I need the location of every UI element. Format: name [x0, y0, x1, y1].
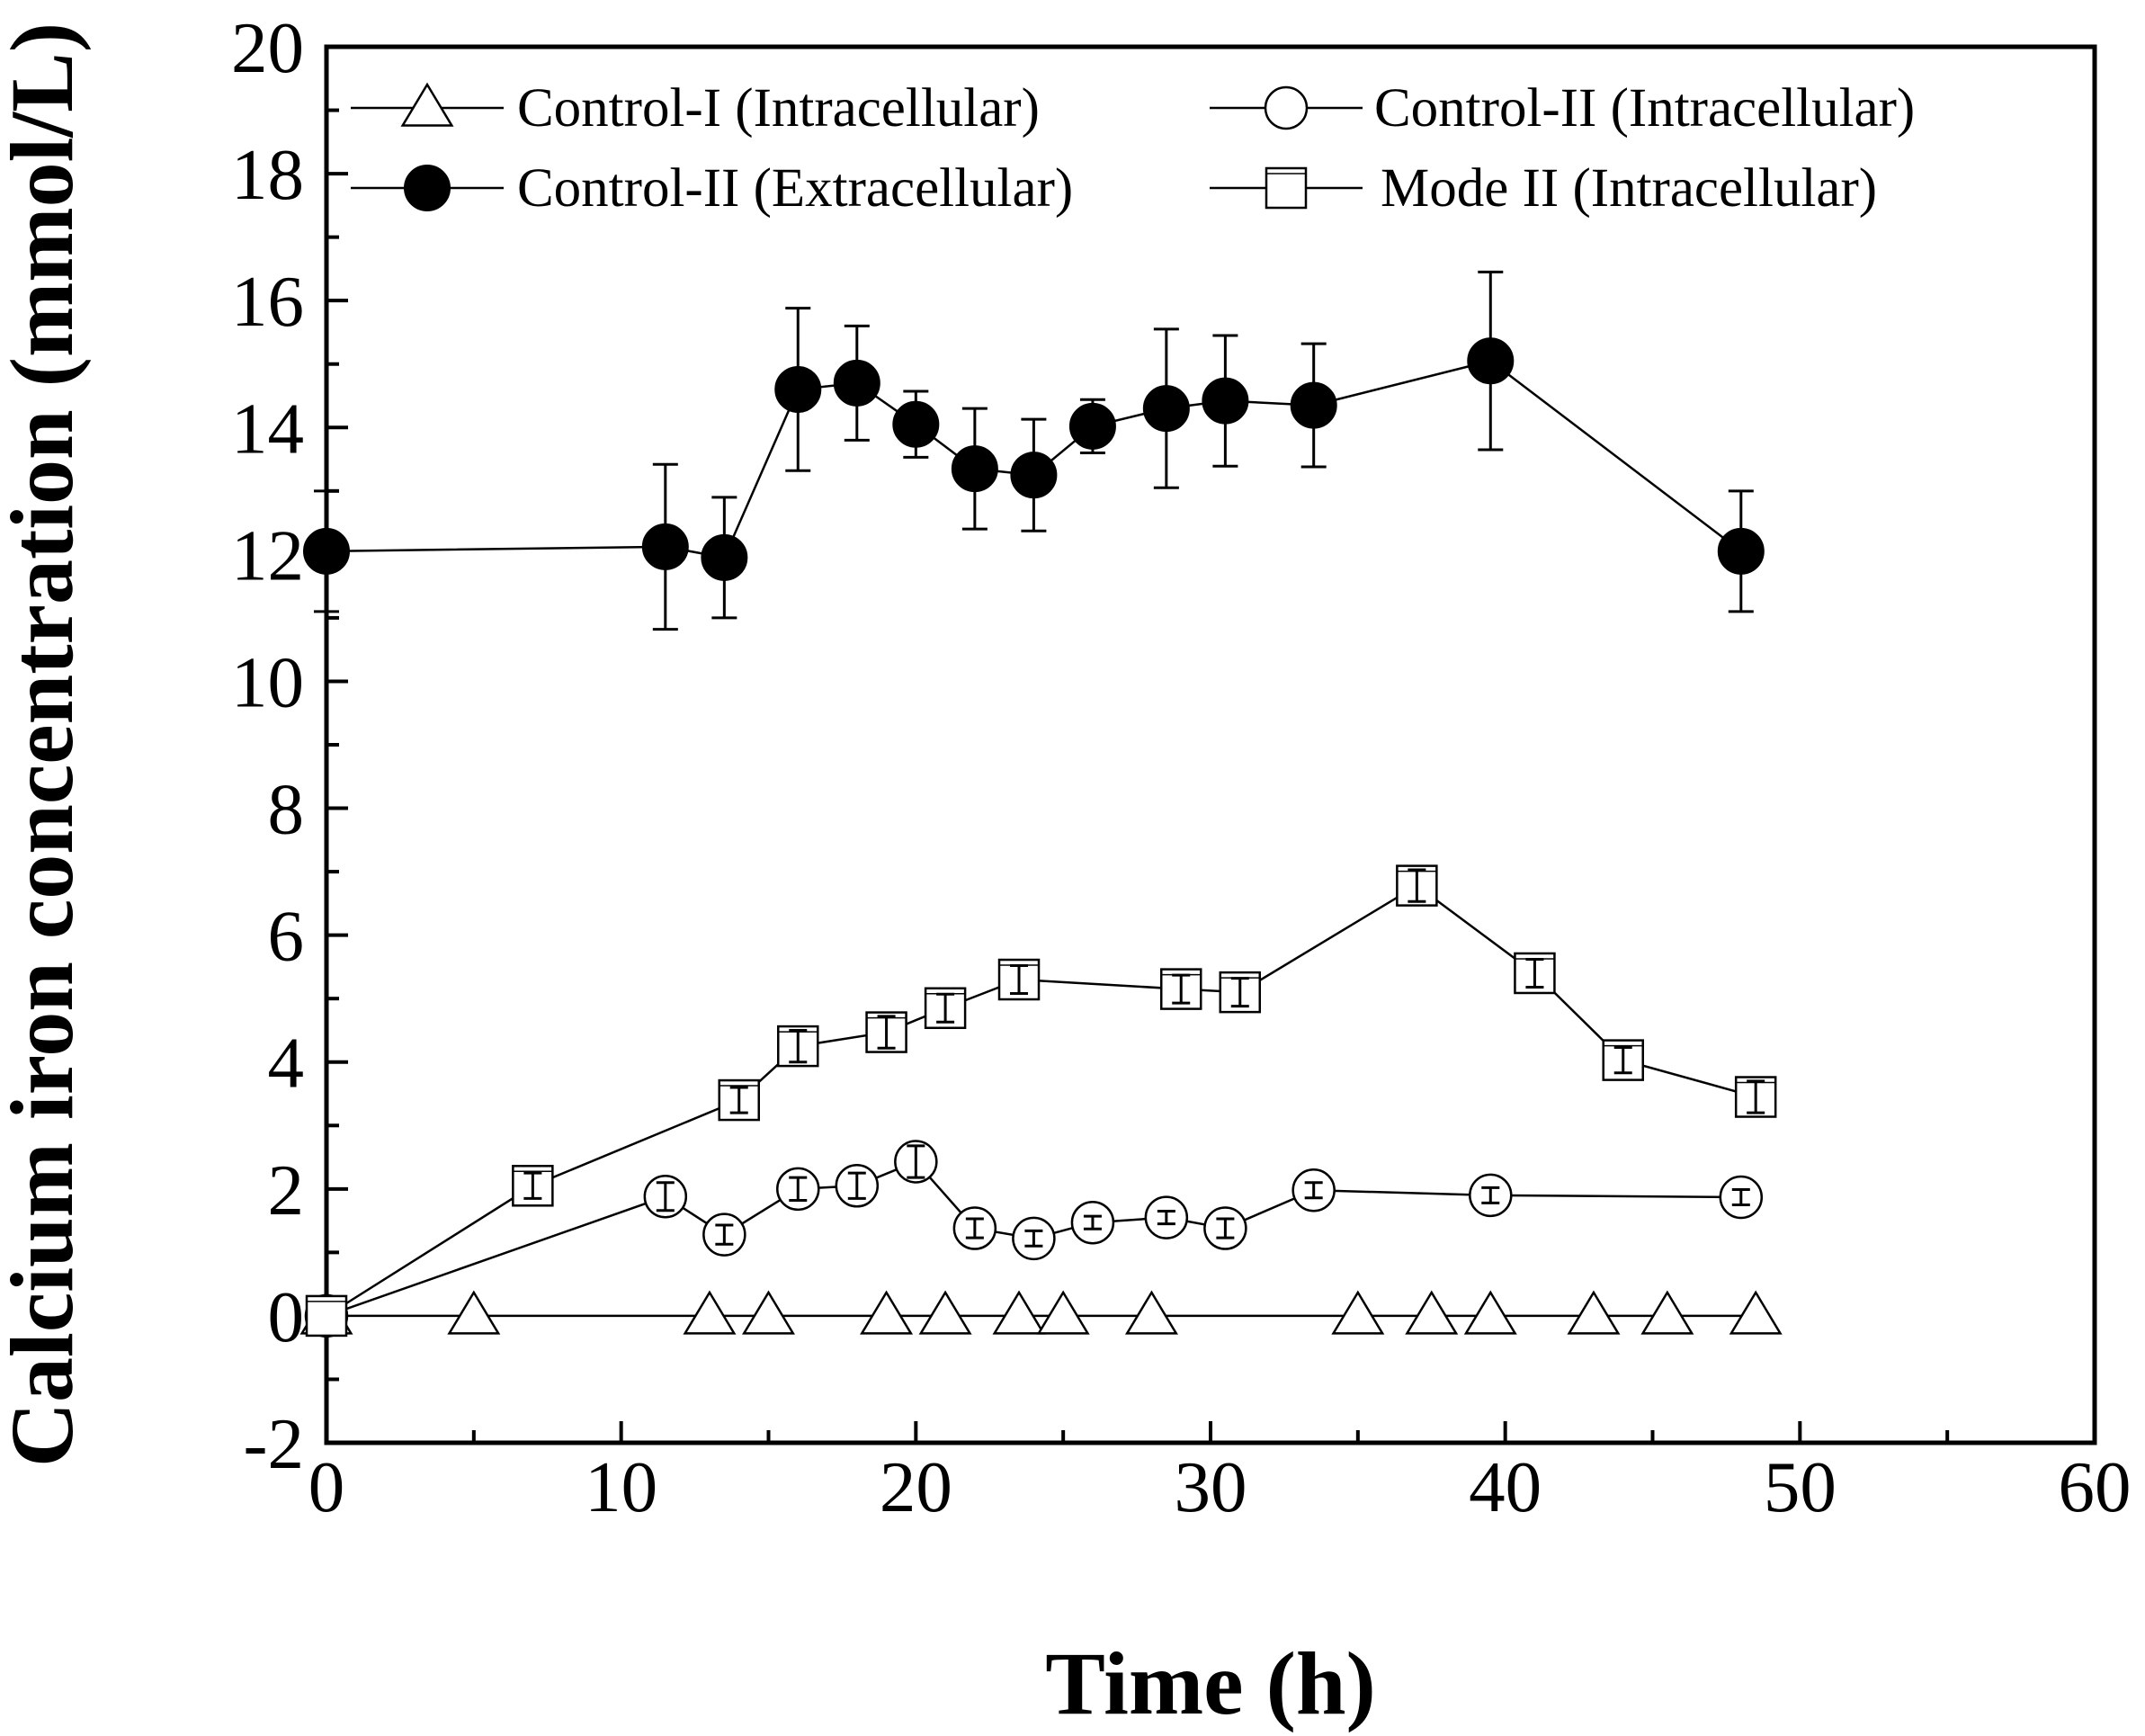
x-tick-label: 30 — [1175, 1446, 1247, 1527]
series-markers — [305, 864, 1777, 1338]
x-axis-title: Time (h) — [1045, 1633, 1376, 1733]
circle-filled-marker — [1068, 402, 1116, 450]
legend-label: Mode II (Intracellular) — [1381, 158, 1877, 219]
circle-filled-marker — [1717, 527, 1765, 575]
x-tick-label: 0 — [308, 1446, 345, 1527]
y-tick-label: 10 — [231, 641, 304, 722]
circle-filled-marker — [833, 359, 880, 407]
legend-entry: Control-II (Extracellular) — [351, 158, 1073, 219]
triangle-marker — [400, 82, 454, 127]
legend-label: Control-II (Intracellular) — [1374, 78, 1915, 139]
circle-filled-marker — [892, 400, 940, 448]
triangle-marker — [1405, 1290, 1459, 1335]
triangle-marker — [1463, 1290, 1517, 1335]
circle-filled-marker — [1202, 377, 1249, 425]
triangle-marker — [992, 1290, 1046, 1335]
x-axis-ticks: 0 10 20 30 40 50 60 — [308, 1421, 2132, 1527]
circle-filled-marker — [303, 527, 350, 575]
square-marker — [305, 1294, 348, 1338]
series-markers — [303, 270, 1765, 631]
circle-filled-marker — [1290, 381, 1337, 429]
y-axis-ticks: -2 0 2 4 6 8 10 12 14 16 18 20 — [231, 7, 348, 1484]
triangle-marker — [1640, 1290, 1694, 1335]
y-tick-label: 0 — [268, 1276, 305, 1357]
series-layer — [299, 270, 1783, 1338]
circle-filled-marker — [1010, 452, 1058, 499]
triangle-marker — [1124, 1290, 1178, 1335]
legend-label: Control-I (Intracellular) — [517, 78, 1040, 139]
y-tick-label: 4 — [268, 1023, 305, 1104]
circle-filled-marker — [701, 533, 748, 581]
triangle-marker — [1036, 1290, 1090, 1335]
y-tick-label: 14 — [231, 388, 304, 469]
legend-entry: Control-II (Intracellular) — [1210, 78, 1915, 139]
circle-filled-marker — [404, 165, 451, 211]
circle-filled-marker — [641, 523, 689, 570]
circle-filled-marker — [951, 445, 998, 493]
legend-entry: Mode II (Intracellular) — [1210, 158, 1877, 219]
x-tick-label: 40 — [1469, 1446, 1542, 1527]
y-tick-label: 8 — [268, 769, 305, 850]
y-tick-label: 6 — [268, 896, 305, 977]
legend: Control-I (Intracellular) Control-II (Int… — [351, 78, 1915, 219]
triangle-marker — [1331, 1290, 1385, 1335]
series-markers — [299, 1290, 1783, 1335]
triangle-marker — [741, 1290, 796, 1335]
circle-filled-marker — [1142, 385, 1190, 433]
y-tick-label: 2 — [268, 1150, 305, 1230]
triangle-marker — [447, 1290, 501, 1335]
circle-open-marker — [1264, 85, 1309, 130]
y-tick-label: 16 — [231, 261, 304, 342]
y-tick-label: 20 — [231, 7, 304, 88]
triangle-marker — [860, 1290, 914, 1335]
triangle-marker — [918, 1290, 972, 1335]
y-tick-label: -2 — [244, 1403, 304, 1484]
series-markers — [304, 1140, 1764, 1338]
x-tick-label: 20 — [880, 1446, 952, 1527]
legend-label: Control-II (Extracellular) — [517, 158, 1073, 219]
x-tick-label: 60 — [2059, 1446, 2132, 1527]
legend-entry: Control-I (Intracellular) — [351, 78, 1040, 139]
x-tick-label: 50 — [1764, 1446, 1837, 1527]
circle-filled-marker — [1467, 337, 1515, 385]
y-tick-label: 18 — [231, 134, 304, 215]
y-axis-title: Calcium iron concentration (mmol/L) — [0, 22, 92, 1467]
triangle-marker — [1567, 1290, 1621, 1335]
triangle-marker — [1729, 1290, 1783, 1335]
square-marker — [1265, 166, 1308, 210]
circle-filled-marker — [774, 365, 822, 413]
y-tick-label: 12 — [231, 515, 304, 595]
triangle-marker — [683, 1290, 737, 1335]
x-tick-label: 10 — [585, 1446, 657, 1527]
